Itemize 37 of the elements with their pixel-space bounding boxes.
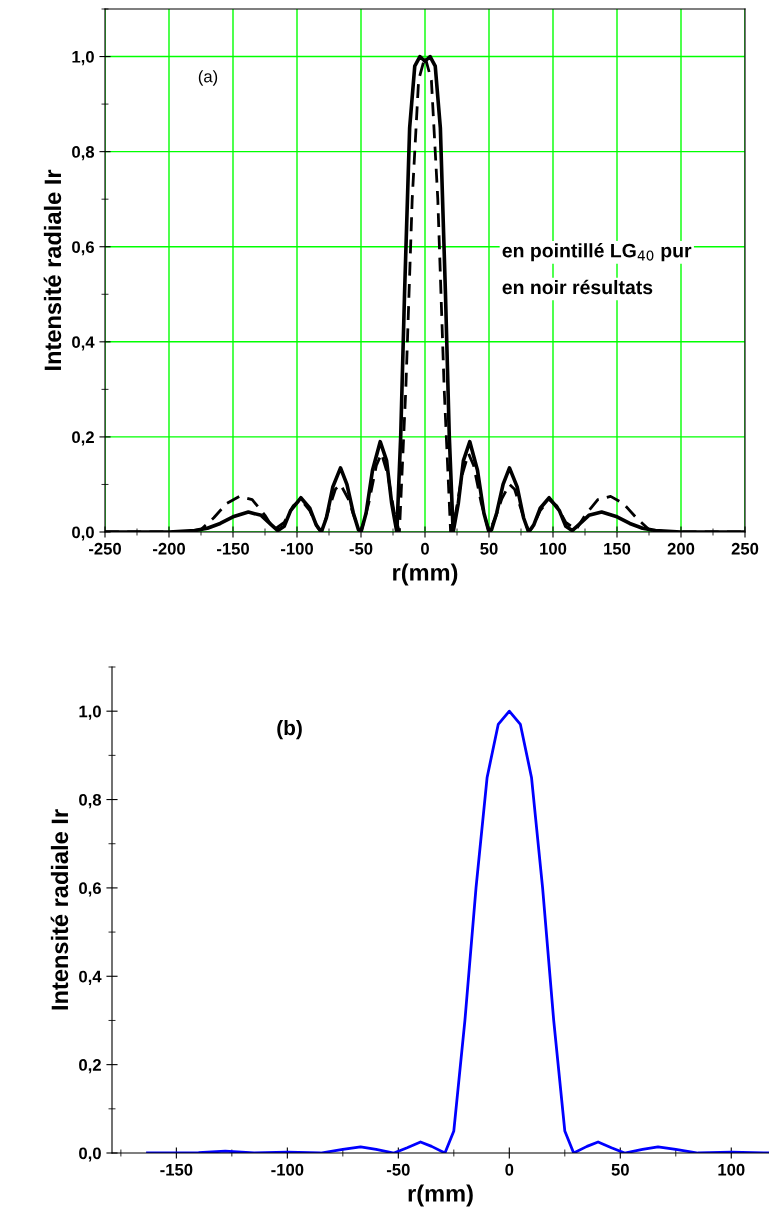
y-tick-label: 0,0 xyxy=(72,526,94,541)
x-tick-label: -200 xyxy=(152,542,185,555)
y-tick-label: 0,2 xyxy=(79,1059,101,1074)
y-tick-label: 0,8 xyxy=(79,793,102,809)
y-axis-title: Intensité radiale Ir xyxy=(50,809,69,1010)
x-tick-label: 200 xyxy=(667,542,695,555)
y-tick-label: 1,0 xyxy=(72,50,94,66)
x-tick-label: 150 xyxy=(604,542,631,555)
x-tick-label: -150 xyxy=(216,542,249,555)
x-tick-label: 50 xyxy=(480,542,498,555)
y-tick-label: 0,4 xyxy=(79,970,102,985)
y-tick-label: 0,6 xyxy=(79,882,101,897)
x-tick-label: -250 xyxy=(88,542,121,555)
x-tick-label: 50 xyxy=(611,1163,629,1176)
x-tick-label: 0 xyxy=(421,542,429,555)
x-tick-label: -100 xyxy=(280,542,313,555)
x-tick-label: -50 xyxy=(349,542,373,555)
y-tick-label: 0,2 xyxy=(72,431,94,446)
y-tick-label: 0,8 xyxy=(72,146,95,161)
x-tick-label: -150 xyxy=(160,1163,193,1176)
x-tick-label: 0 xyxy=(505,1163,514,1176)
y-axis-title: Intensité radiale Ir xyxy=(43,169,62,370)
annotation: en pointillé LG$_{40}$ pur xyxy=(502,243,692,262)
annotation: (b) xyxy=(277,719,302,740)
annotation: en noir résultats xyxy=(502,279,653,295)
y-tick-label: 0,4 xyxy=(72,336,95,351)
annotation: (a) xyxy=(198,70,218,86)
y-tick-label: 1,0 xyxy=(79,705,101,720)
x-tick-label: -50 xyxy=(386,1163,410,1176)
y-tick-label: 0,6 xyxy=(72,241,94,256)
x-axis-title: r(mm) xyxy=(408,1184,473,1207)
x-tick-label: -100 xyxy=(271,1163,304,1176)
y-tick-label: 0,0 xyxy=(79,1147,101,1162)
x-tick-label: 250 xyxy=(731,542,759,555)
x-tick-label: 100 xyxy=(540,542,567,555)
x-axis-title: r(mm) xyxy=(393,563,458,586)
x-tick-label: 100 xyxy=(718,1163,745,1176)
